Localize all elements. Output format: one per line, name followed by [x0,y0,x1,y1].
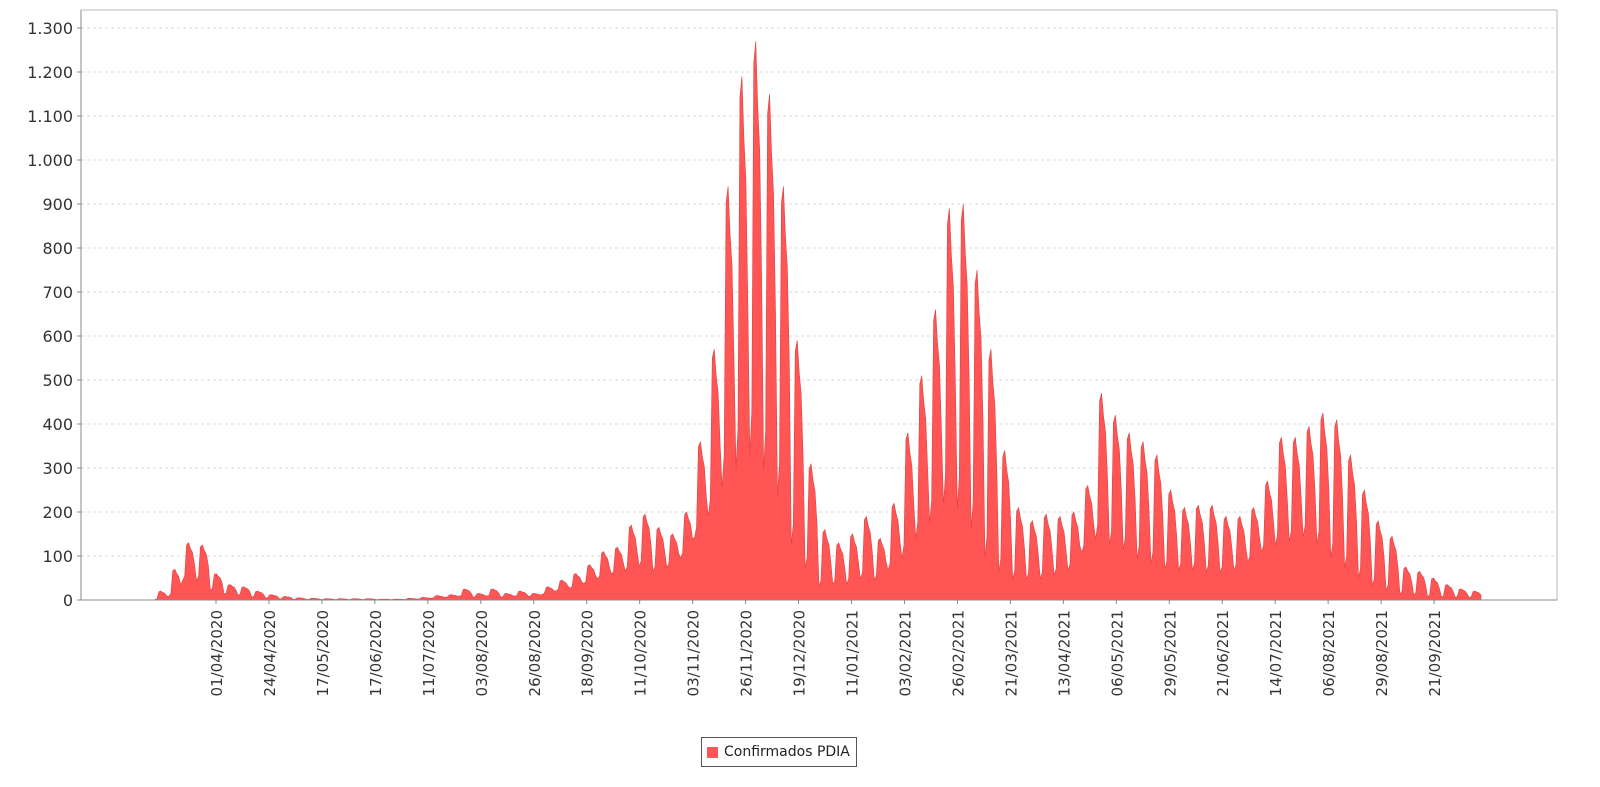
x-tick-label: 29/08/2021 [1373,610,1391,696]
x-tick-label: 19/12/2020 [791,610,809,696]
x-tick-label: 11/01/2021 [844,610,862,696]
x-tick-label: 21/03/2021 [1002,610,1020,696]
x-tick-label: 26/02/2021 [949,610,967,696]
x-tick-label: 01/04/2020 [208,610,226,696]
y-tick-label: 100 [42,547,73,566]
x-tick-label: 06/05/2021 [1108,610,1126,696]
y-tick-label: 400 [42,415,73,434]
legend-label: Confirmados PDIA [724,744,850,760]
x-tick-label: 24/04/2020 [261,610,279,696]
x-tick-label: 17/05/2020 [314,610,332,696]
x-tick-label: 26/11/2020 [738,610,756,696]
x-tick-label: 06/08/2021 [1320,610,1338,696]
x-tick-label: 11/07/2020 [420,610,438,696]
y-tick-label: 1.200 [27,63,73,82]
x-tick-label: 29/05/2021 [1161,610,1179,696]
y-tick-label: 300 [42,459,73,478]
x-axis: 01/04/2020 24/04/2020 17/05/2020 17/06/2020… [208,600,1444,696]
y-tick-label: 1.100 [27,107,73,126]
y-tick-label: 700 [42,283,73,302]
x-tick-label: 13/04/2021 [1055,610,1073,696]
x-tick-label: 17/06/2020 [367,610,385,696]
x-tick-label: 14/07/2021 [1267,610,1285,696]
x-tick-label: 18/09/2020 [579,610,597,696]
x-tick-label: 21/06/2021 [1214,610,1232,696]
y-tick-label: 800 [42,239,73,258]
y-tick-label: 200 [42,503,73,522]
x-tick-label: 26/08/2020 [526,610,544,696]
y-tick-label: 600 [42,327,73,346]
y-tick-label: 1.300 [27,19,73,38]
data-area-confirmados-pdia [154,41,1482,601]
y-axis: 0 100 200 300 400 500 600 700 800 900 1.000 1.100 1.… [27,19,81,610]
y-tick-label: 1.000 [27,151,73,170]
legend-swatch-icon [707,746,718,758]
x-tick-label: 03/08/2020 [473,610,491,696]
y-tick-label: 0 [63,591,73,610]
x-tick-label: 11/10/2020 [632,610,650,696]
y-tick-label: 500 [42,371,73,390]
x-tick-label: 21/09/2021 [1426,610,1444,696]
x-tick-label: 03/11/2020 [685,610,703,696]
x-tick-label: 03/02/2021 [896,610,914,696]
legend: Confirmados PDIA [701,737,857,767]
y-tick-label: 900 [42,195,73,214]
